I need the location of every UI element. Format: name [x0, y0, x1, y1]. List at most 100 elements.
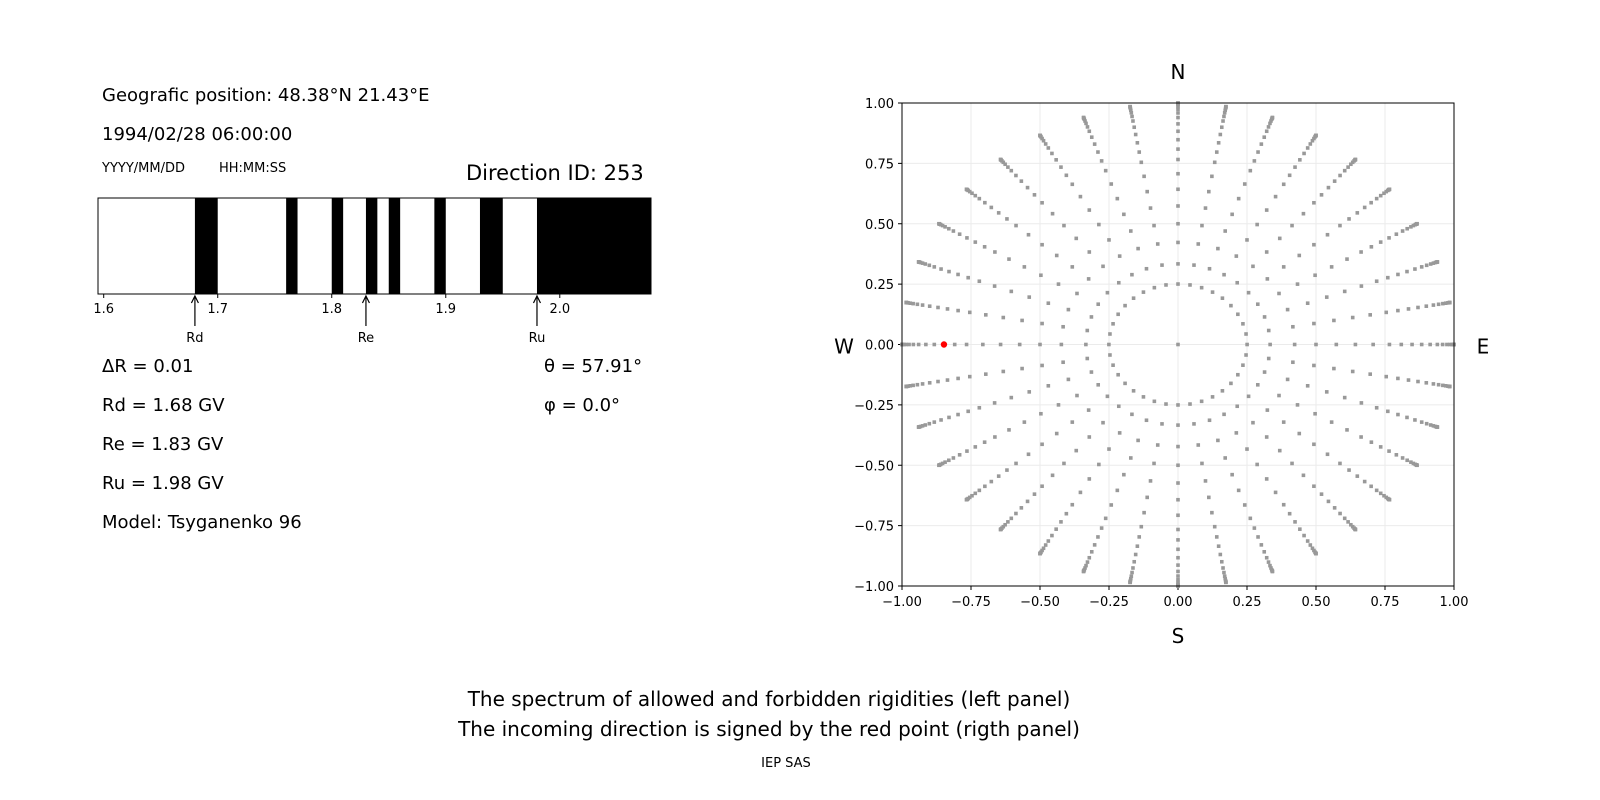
direction-point [1292, 342, 1297, 347]
direction-point [1130, 272, 1134, 277]
direction-point [977, 279, 982, 284]
direction-point [1378, 445, 1383, 449]
direction-point [1405, 269, 1409, 274]
y-tick-label: −1.00 [854, 580, 894, 595]
direction-point [1199, 285, 1204, 290]
x-tick-label: −1.00 [882, 595, 922, 610]
direction-point [1362, 479, 1367, 484]
direction-point [1176, 423, 1180, 427]
direction-point [1216, 544, 1221, 548]
direction-point [1325, 452, 1330, 457]
direction-point [1244, 353, 1248, 357]
direction-point [1293, 165, 1297, 169]
direction-point [1312, 242, 1316, 247]
direction-point [1039, 273, 1043, 278]
direction-point [1096, 383, 1101, 387]
direction-point [1312, 484, 1316, 489]
direction-point [1131, 119, 1135, 123]
direction-point [1009, 289, 1014, 294]
direction-point [1207, 418, 1212, 423]
direction-point [1214, 535, 1219, 539]
direction-point [1324, 390, 1329, 394]
rigidity-spectrum: 1.6 1.7 1.8 1.9 2.0 Rd Re Ru [93, 197, 652, 346]
direction-point [1089, 550, 1094, 554]
direction-point [1103, 168, 1108, 173]
direction-point [1387, 187, 1392, 192]
time-format-label: HH:MM:SS [219, 161, 287, 176]
direction-point [1144, 266, 1149, 271]
direction-point [1359, 435, 1363, 439]
direction-point [1264, 208, 1269, 212]
direction-point [1265, 277, 1270, 281]
direction-point [937, 463, 941, 468]
direction-point [973, 445, 978, 449]
direction-point [1139, 160, 1144, 165]
direction-point [1291, 324, 1295, 329]
direction-point [967, 374, 972, 379]
direction-point [1411, 461, 1416, 466]
direction-point [1270, 115, 1275, 120]
direction-point [1347, 217, 1351, 221]
direction-point [1099, 526, 1104, 530]
direction-point [1196, 443, 1201, 447]
direction-point [1041, 138, 1046, 143]
direction-point [1255, 462, 1259, 467]
direction-point [1273, 194, 1278, 199]
direction-point [1210, 395, 1215, 399]
direction-point [1313, 411, 1317, 416]
direction-point [1222, 110, 1227, 115]
direction-point [1396, 308, 1400, 313]
direction-point [1221, 119, 1225, 123]
direction-point [1087, 555, 1092, 560]
direction-point [1256, 535, 1260, 539]
direction-point [1078, 490, 1083, 495]
direction-point [1428, 262, 1433, 266]
direction-point [1262, 135, 1267, 139]
direction-point [1155, 242, 1160, 246]
direction-point [1436, 382, 1441, 387]
direction-point [1025, 499, 1030, 504]
direction-point [1009, 395, 1014, 400]
direction-point [1405, 415, 1409, 420]
direction-point [1297, 431, 1302, 436]
direction-point [1399, 342, 1404, 347]
direction-point [1152, 223, 1156, 228]
direction-point [1266, 356, 1271, 361]
direction-point [1075, 393, 1079, 398]
x-tick-label: 1.8 [321, 302, 342, 317]
direction-point [1234, 254, 1239, 258]
direction-point [1107, 447, 1111, 451]
direction-point [1059, 520, 1063, 524]
direction-point [1131, 566, 1135, 570]
direction-point [1046, 146, 1051, 150]
direction-point [1084, 121, 1088, 126]
direction-point [1176, 463, 1180, 468]
direction-point [1101, 264, 1105, 269]
x-tick-label: 2.0 [549, 302, 570, 317]
compass-east: E [1477, 335, 1490, 359]
direction-point [1281, 265, 1286, 269]
direction-point [1137, 535, 1142, 539]
direction-id: Direction ID: 253 [466, 161, 644, 185]
direction-point [1415, 463, 1419, 468]
direction-point [1386, 409, 1390, 414]
direction-point [1359, 250, 1363, 254]
direction-point [1092, 543, 1097, 547]
direction-point [1242, 503, 1247, 507]
direction-point [1410, 342, 1414, 347]
direction-point [1234, 431, 1239, 435]
direction-point [1050, 151, 1054, 156]
direction-point [1038, 342, 1042, 347]
direction-point [973, 193, 978, 198]
direction-point [1314, 133, 1318, 138]
x-tick-label: 1.9 [435, 302, 456, 317]
direction-point [1085, 125, 1090, 129]
direction-point [1431, 303, 1436, 307]
direction-point [1145, 189, 1149, 194]
direction-point [1308, 543, 1313, 547]
direction-point [1220, 389, 1225, 393]
y-tick-label: 0.00 [865, 339, 894, 354]
direction-point [1152, 399, 1157, 404]
y-tick-label: −0.50 [854, 459, 894, 474]
direction-point [1224, 104, 1228, 109]
